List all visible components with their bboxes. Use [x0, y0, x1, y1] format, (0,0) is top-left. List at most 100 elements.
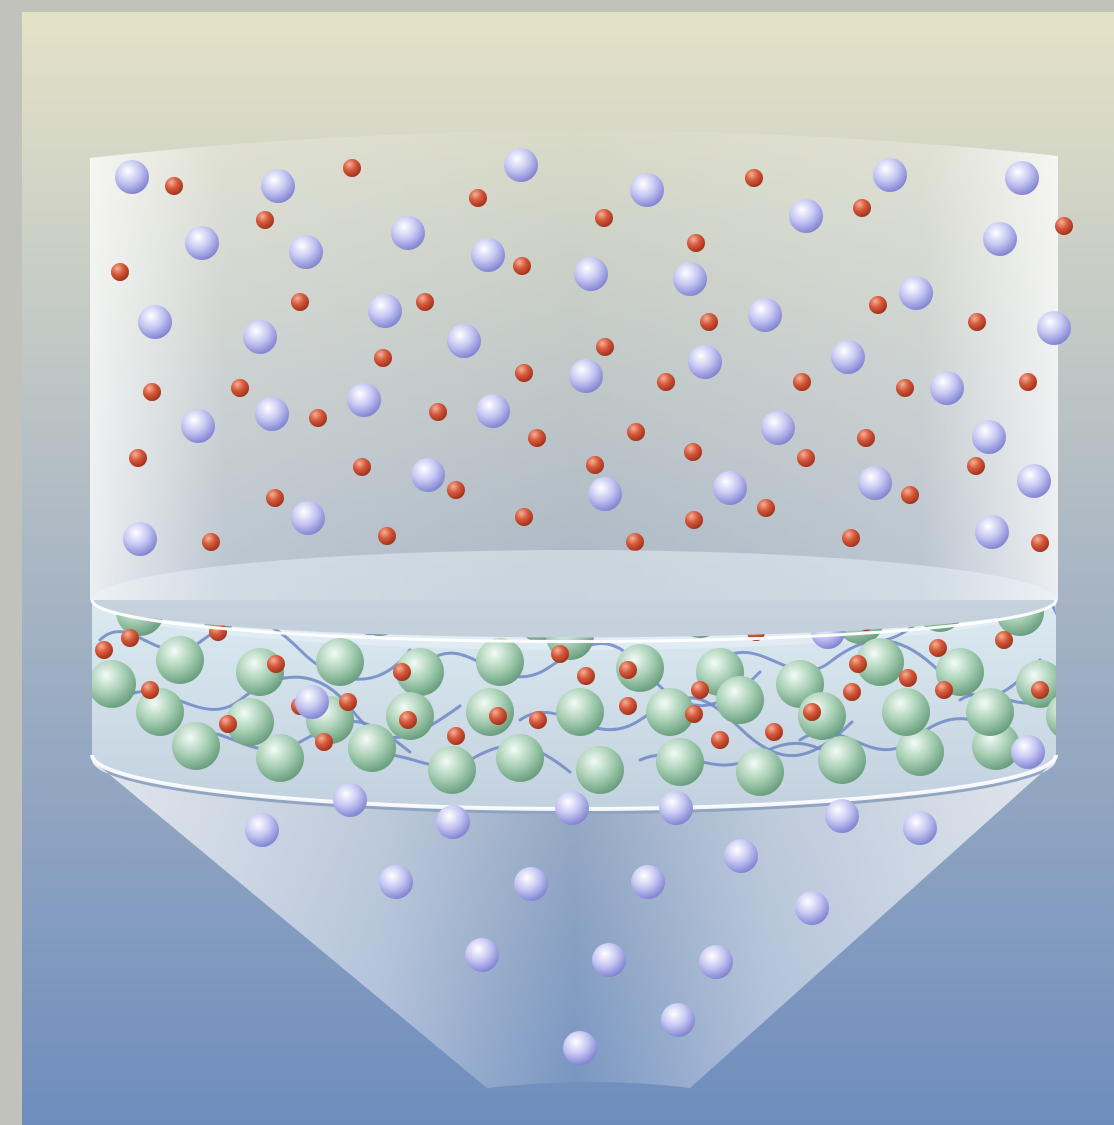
large-sphere [748, 298, 782, 332]
small-sphere [353, 458, 371, 476]
small-sphere [685, 511, 703, 529]
large-sphere [123, 522, 157, 556]
large-sphere [411, 458, 445, 492]
large-sphere [476, 394, 510, 428]
green-bead [92, 660, 136, 708]
small-sphere [869, 296, 887, 314]
small-sphere [684, 443, 702, 461]
green-bead [556, 688, 604, 736]
filtrate-sphere [465, 938, 499, 972]
small-sphere [596, 338, 614, 356]
small-sphere [967, 457, 985, 475]
small-sphere [793, 373, 811, 391]
small-sphere [968, 313, 986, 331]
small-sphere [291, 293, 309, 311]
green-bead [576, 746, 624, 794]
small-sphere [901, 486, 919, 504]
small-sphere [657, 373, 675, 391]
large-sphere [688, 345, 722, 379]
small-sphere [528, 429, 546, 447]
large-sphere [243, 320, 277, 354]
small-sphere [416, 293, 434, 311]
large-sphere [368, 294, 402, 328]
large-sphere [255, 397, 289, 431]
trapped-small-sphere [765, 723, 783, 741]
large-sphere [138, 305, 172, 339]
trapped-small-sphere [339, 693, 357, 711]
small-sphere [309, 409, 327, 427]
trapped-small-sphere [315, 733, 333, 751]
filtrate-sphere [436, 805, 470, 839]
large-sphere [588, 477, 622, 511]
green-bead [476, 638, 524, 686]
large-sphere [569, 359, 603, 393]
large-sphere [295, 685, 329, 719]
large-sphere [391, 216, 425, 250]
large-sphere [673, 262, 707, 296]
large-sphere [983, 222, 1017, 256]
green-bead [856, 638, 904, 686]
large-sphere [975, 515, 1009, 549]
small-sphere [515, 508, 533, 526]
vessel-cone [92, 760, 1056, 1088]
trapped-small-sphere [929, 639, 947, 657]
trapped-small-sphere [995, 631, 1013, 649]
large-sphere [347, 383, 381, 417]
trapped-small-sphere [551, 645, 569, 663]
trapped-small-sphere [849, 655, 867, 673]
filtrate-sphere [631, 865, 665, 899]
membrane-rim [90, 599, 1058, 644]
large-sphere [185, 226, 219, 260]
filtrate-sphere [699, 945, 733, 979]
filtrate-sphere [245, 813, 279, 847]
membrane-top-face [92, 550, 1056, 650]
small-sphere [627, 423, 645, 441]
large-sphere [930, 371, 964, 405]
trapped-small-sphere [489, 707, 507, 725]
small-sphere [469, 189, 487, 207]
large-sphere [1005, 161, 1039, 195]
small-sphere [896, 379, 914, 397]
large-sphere [1037, 311, 1071, 345]
green-bead [646, 688, 694, 736]
filtrate-sphere [555, 791, 589, 825]
small-sphere [513, 257, 531, 275]
green-bead [316, 638, 364, 686]
small-sphere [111, 263, 129, 281]
small-sphere [266, 489, 284, 507]
green-bead [616, 644, 664, 692]
trapped-small-sphere [843, 683, 861, 701]
small-sphere [745, 169, 763, 187]
small-sphere [797, 449, 815, 467]
large-sphere [115, 160, 149, 194]
filtrate-sphere [514, 867, 548, 901]
large-sphere [972, 420, 1006, 454]
filtrate-sphere [795, 891, 829, 925]
trapped-small-sphere [691, 681, 709, 699]
green-bead [396, 648, 444, 696]
small-sphere [231, 379, 249, 397]
trapped-small-sphere [267, 655, 285, 673]
small-sphere [447, 481, 465, 499]
trapped-small-sphere [803, 703, 821, 721]
small-sphere [1019, 373, 1037, 391]
filtrate-sphere [379, 865, 413, 899]
filtrate-sphere [903, 811, 937, 845]
small-sphere [202, 533, 220, 551]
small-sphere [857, 429, 875, 447]
trapped-small-sphere [685, 705, 703, 723]
large-sphere [471, 238, 505, 272]
small-sphere [595, 209, 613, 227]
filtrate-sphere [592, 943, 626, 977]
large-sphere [873, 158, 907, 192]
trapped-small-sphere [219, 715, 237, 733]
green-bead [896, 728, 944, 776]
large-sphere [630, 173, 664, 207]
large-sphere [831, 340, 865, 374]
small-sphere [378, 527, 396, 545]
large-sphere [761, 411, 795, 445]
small-sphere [626, 533, 644, 551]
filtrate-sphere [659, 791, 693, 825]
large-sphere [858, 466, 892, 500]
